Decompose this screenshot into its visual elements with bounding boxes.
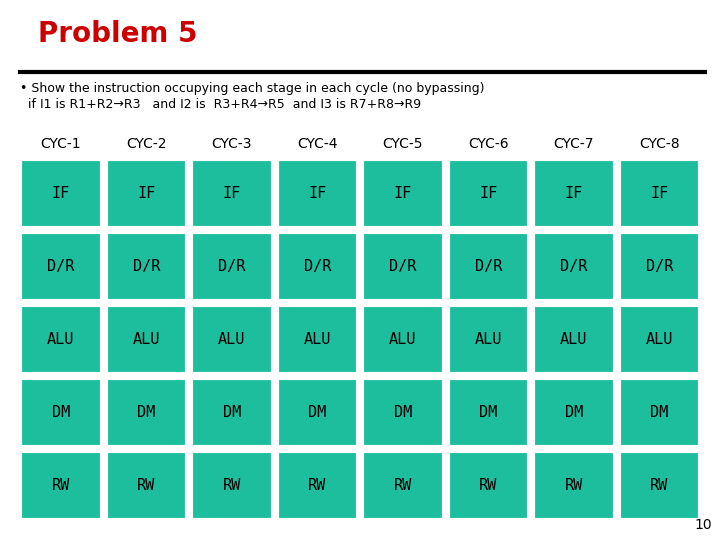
Text: ALU: ALU — [218, 332, 246, 347]
FancyBboxPatch shape — [362, 451, 444, 520]
Text: CYC-8: CYC-8 — [639, 137, 680, 151]
FancyBboxPatch shape — [448, 159, 529, 228]
Text: RW: RW — [222, 478, 241, 493]
Text: ALU: ALU — [389, 332, 416, 347]
Text: DM: DM — [650, 405, 668, 420]
Text: ALU: ALU — [474, 332, 502, 347]
Text: D/R: D/R — [389, 259, 416, 274]
FancyBboxPatch shape — [191, 305, 272, 374]
FancyBboxPatch shape — [618, 305, 700, 374]
FancyBboxPatch shape — [276, 159, 358, 228]
FancyBboxPatch shape — [106, 378, 187, 447]
Text: DM: DM — [564, 405, 583, 420]
FancyBboxPatch shape — [106, 305, 187, 374]
FancyBboxPatch shape — [618, 378, 700, 447]
Text: RW: RW — [650, 478, 668, 493]
Text: CYC-5: CYC-5 — [382, 137, 423, 151]
Text: if I1 is R1+R2→R3   and I2 is  R3+R4→R5  and I3 is R7+R8→R9: if I1 is R1+R2→R3 and I2 is R3+R4→R5 and… — [20, 98, 421, 111]
Text: ALU: ALU — [560, 332, 588, 347]
Text: RW: RW — [52, 478, 70, 493]
FancyBboxPatch shape — [20, 378, 102, 447]
Text: CYC-1: CYC-1 — [40, 137, 81, 151]
Text: CYC-2: CYC-2 — [126, 137, 166, 151]
Text: D/R: D/R — [474, 259, 502, 274]
FancyBboxPatch shape — [191, 451, 272, 520]
Text: DM: DM — [479, 405, 498, 420]
Text: CYC-4: CYC-4 — [297, 137, 338, 151]
Text: RW: RW — [137, 478, 156, 493]
FancyBboxPatch shape — [362, 378, 444, 447]
Text: D/R: D/R — [304, 259, 331, 274]
FancyBboxPatch shape — [106, 159, 187, 228]
FancyBboxPatch shape — [276, 305, 358, 374]
Text: • Show the instruction occupying each stage in each cycle (no bypassing): • Show the instruction occupying each st… — [20, 82, 485, 95]
Text: DM: DM — [137, 405, 156, 420]
Text: IF: IF — [137, 186, 156, 201]
Text: CYC-6: CYC-6 — [468, 137, 508, 151]
Text: IF: IF — [52, 186, 70, 201]
FancyBboxPatch shape — [276, 232, 358, 301]
Text: DM: DM — [308, 405, 326, 420]
Text: D/R: D/R — [132, 259, 160, 274]
Text: ALU: ALU — [47, 332, 74, 347]
Text: D/R: D/R — [47, 259, 74, 274]
FancyBboxPatch shape — [618, 232, 700, 301]
FancyBboxPatch shape — [276, 451, 358, 520]
FancyBboxPatch shape — [20, 305, 102, 374]
Text: D/R: D/R — [646, 259, 673, 274]
Text: IF: IF — [564, 186, 583, 201]
Text: IF: IF — [222, 186, 241, 201]
Text: IF: IF — [308, 186, 326, 201]
Text: RW: RW — [564, 478, 583, 493]
FancyBboxPatch shape — [191, 159, 272, 228]
FancyBboxPatch shape — [191, 232, 272, 301]
Text: RW: RW — [394, 478, 412, 493]
FancyBboxPatch shape — [106, 451, 187, 520]
FancyBboxPatch shape — [362, 305, 444, 374]
FancyBboxPatch shape — [20, 159, 102, 228]
Text: IF: IF — [650, 186, 668, 201]
FancyBboxPatch shape — [362, 159, 444, 228]
Text: DM: DM — [394, 405, 412, 420]
FancyBboxPatch shape — [20, 232, 102, 301]
Text: 10: 10 — [694, 518, 712, 532]
FancyBboxPatch shape — [191, 378, 272, 447]
Text: DM: DM — [222, 405, 241, 420]
FancyBboxPatch shape — [533, 451, 614, 520]
Text: RW: RW — [479, 478, 498, 493]
Text: CYC-3: CYC-3 — [212, 137, 252, 151]
Text: ALU: ALU — [132, 332, 160, 347]
FancyBboxPatch shape — [448, 232, 529, 301]
Text: D/R: D/R — [218, 259, 246, 274]
Text: ALU: ALU — [304, 332, 331, 347]
FancyBboxPatch shape — [106, 232, 187, 301]
FancyBboxPatch shape — [448, 451, 529, 520]
FancyBboxPatch shape — [533, 159, 614, 228]
FancyBboxPatch shape — [362, 232, 444, 301]
FancyBboxPatch shape — [448, 305, 529, 374]
Text: D/R: D/R — [560, 259, 588, 274]
Text: Problem 5: Problem 5 — [38, 20, 197, 48]
Text: CYC-7: CYC-7 — [554, 137, 594, 151]
FancyBboxPatch shape — [618, 159, 700, 228]
Text: IF: IF — [479, 186, 498, 201]
FancyBboxPatch shape — [20, 451, 102, 520]
Text: DM: DM — [52, 405, 70, 420]
FancyBboxPatch shape — [448, 378, 529, 447]
Text: RW: RW — [308, 478, 326, 493]
FancyBboxPatch shape — [533, 378, 614, 447]
FancyBboxPatch shape — [533, 232, 614, 301]
FancyBboxPatch shape — [618, 451, 700, 520]
Text: IF: IF — [394, 186, 412, 201]
FancyBboxPatch shape — [533, 305, 614, 374]
FancyBboxPatch shape — [276, 378, 358, 447]
Text: ALU: ALU — [646, 332, 673, 347]
